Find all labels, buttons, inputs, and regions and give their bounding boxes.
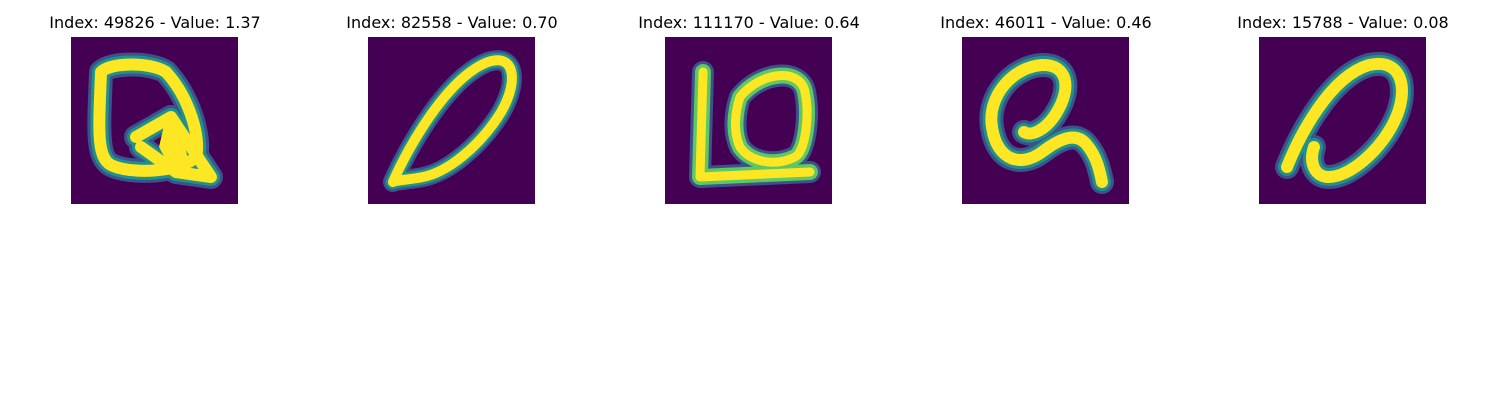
glyph-r	[962, 37, 1129, 204]
glyph-lo	[665, 37, 832, 204]
digit-image	[71, 37, 238, 204]
glyph-zero-slanted	[368, 37, 535, 204]
digit-image	[368, 37, 535, 204]
digit-image	[1259, 37, 1426, 204]
image-panel: Index: 15788 - Value: 0.08	[1223, 0, 1463, 210]
image-panel: Index: 49826 - Value: 1.37	[35, 0, 275, 210]
glyph-q	[71, 37, 238, 204]
panel-title: Index: 82558 - Value: 0.70	[346, 13, 558, 32]
image-panel: Index: 82558 - Value: 0.70	[332, 0, 572, 210]
panel-title: Index: 49826 - Value: 1.37	[49, 13, 261, 32]
digit-image	[962, 37, 1129, 204]
glyph-zero-slanted	[1259, 37, 1426, 204]
panel-title: Index: 46011 - Value: 0.46	[940, 13, 1152, 32]
image-panel: Index: 46011 - Value: 0.46	[926, 0, 1166, 210]
digit-image	[665, 37, 832, 204]
image-panel: Index: 111170 - Value: 0.64	[629, 0, 869, 210]
panel-title: Index: 111170 - Value: 0.64	[638, 13, 860, 32]
panel-title: Index: 15788 - Value: 0.08	[1237, 13, 1449, 32]
